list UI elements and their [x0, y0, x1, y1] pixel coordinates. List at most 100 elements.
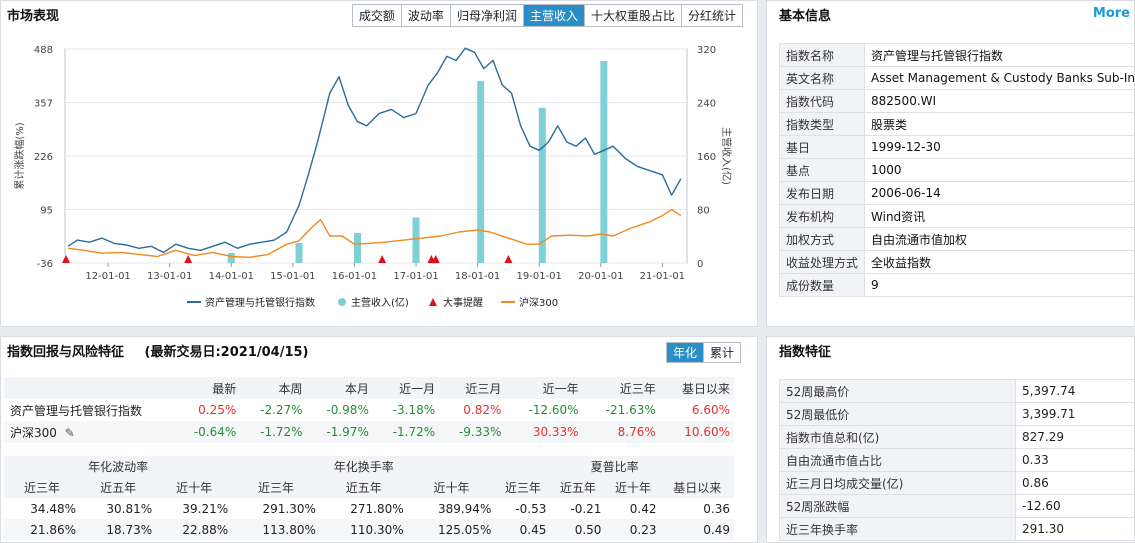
x-tick-label: 15-01-01 [270, 271, 315, 282]
revenue-bars [227, 61, 608, 263]
return-cell: 30.33% [505, 421, 583, 443]
toggle-cumulative[interactable]: 累计 [702, 343, 740, 362]
returns-title: 指数回报与风险特征 [7, 345, 125, 360]
market-performance-panel: 市场表现 成交额 波动率 归母净利润 主营收入 十大权重股占比 分红统计 488… [0, 0, 758, 327]
header-cell: 近五年 [319, 477, 408, 498]
tab-dividend[interactable]: 分红统计 [680, 5, 742, 26]
return-cell: 6.60% [691, 403, 730, 417]
feature-key: 52周最低价 [779, 402, 1016, 426]
info-value: 2006-06-14 [864, 181, 1134, 205]
feature-value: 5,397.74 [1015, 379, 1134, 403]
table-row: 基点 1000 [778, 158, 1134, 182]
table-row: 发布机构 Wind资讯 [778, 204, 1134, 228]
header-cell: 基日以来 [660, 477, 734, 498]
chart-gridlines [65, 48, 687, 264]
x-tick-label: 12-01-01 [85, 271, 130, 282]
table-row: 52周最低价 3,399.71 [779, 402, 1134, 426]
market-tabs: 成交额 波动率 归母净利润 主营收入 十大权重股占比 分红统计 [351, 4, 743, 27]
chart-legend: 资产管理与托管银行指数 主营收入(亿) 大事提醒 沪深300 [187, 296, 558, 309]
table-row: 21.86% 18.73% 22.88% 113.80% 110.30% 125… [4, 519, 734, 540]
table-row: 成份数量 9 [778, 273, 1134, 297]
chart-lines [67, 47, 682, 259]
left-axis-ticks: 488 357 226 95 -36 [34, 45, 53, 270]
return-cell: -1.97% [306, 421, 373, 443]
info-key: 英文名称 [778, 66, 866, 90]
table-row: 指数代码 882500.WI [778, 89, 1134, 113]
revenue-bar [295, 242, 303, 263]
row-name-text: 沪深300 [10, 425, 57, 440]
risk-cell: 0.50 [550, 519, 606, 540]
group-cell: 夏普比率 [495, 456, 734, 477]
return-cell: -9.33% [439, 421, 506, 443]
trade-date: (最新交易日:2021/04/15) [144, 345, 309, 360]
header-cell [4, 377, 174, 399]
risk-cell: 0.49 [660, 519, 734, 540]
return-cell: -1.72% [372, 421, 440, 443]
info-key: 收益处理方式 [778, 250, 866, 274]
risk-cell: 18.73% [80, 519, 157, 540]
features-panel-title: 指数特征 [779, 345, 832, 360]
return-cell: -21.63% [605, 403, 656, 417]
table-header-row: 最新 本周 本月 近一月 近三月 近一年 近三年 基日以来 [4, 377, 734, 399]
info-value: 股票类 [864, 112, 1134, 136]
legend-index-label: 资产管理与托管银行指数 [205, 296, 315, 309]
revenue-bar [600, 61, 608, 263]
risk-cell: -0.21 [570, 501, 602, 516]
header-cell: 近十年 [407, 477, 496, 498]
feature-value: -12.60 [1015, 494, 1134, 518]
left-axis-label: 累计涨跌幅(%) [13, 122, 26, 189]
right-tick-label: 240 [697, 99, 716, 110]
index-line [67, 47, 682, 254]
tab-turnover[interactable]: 成交额 [352, 5, 401, 26]
header-cell: 近三年 [582, 377, 660, 399]
row-name: 资产管理与托管银行指数 [10, 403, 143, 418]
x-tick-label: 13-01-01 [147, 271, 192, 282]
feature-value: 291.30 [1015, 517, 1134, 541]
header-cell: 本周 [240, 377, 307, 399]
info-value: 全收益指数 [864, 250, 1134, 274]
header-cell: 近一月 [372, 377, 440, 399]
info-key: 基点 [778, 158, 866, 182]
risk-cell: 291.30% [262, 501, 316, 516]
info-value: Asset Management & Custody Banks Sub-Ind [864, 66, 1134, 90]
feature-key: 近三月日均成交量(亿) [779, 471, 1016, 495]
feature-key: 52周涨跌幅 [779, 494, 1016, 518]
edit-icon[interactable]: ✎ [64, 425, 75, 440]
header-cell: 近五年 [80, 477, 157, 498]
header-cell: 近五年 [550, 477, 606, 498]
table-row: 近三月日均成交量(亿) 0.86 [779, 471, 1134, 495]
return-cell: -12.60% [528, 403, 579, 417]
info-key: 发布机构 [778, 204, 866, 228]
revenue-bar [354, 232, 362, 263]
table-row: 资产管理与托管银行指数 0.25% -2.27% -0.98% -3.18% 0… [4, 399, 734, 421]
info-key: 基日 [778, 135, 866, 159]
row-name: 沪深300 ✎ [4, 421, 174, 443]
info-key: 指数代码 [778, 89, 866, 113]
return-cell: -2.27% [260, 403, 303, 417]
return-cell: 8.76% [582, 421, 660, 443]
event-marker [431, 255, 440, 263]
table-row: 近三年换手率 291.30 [779, 517, 1134, 541]
event-marker [504, 255, 513, 263]
x-tick-label: 18-01-01 [455, 271, 500, 282]
tab-net-profit[interactable]: 归母净利润 [449, 5, 523, 26]
info-key: 发布日期 [778, 181, 866, 205]
returns-table: 最新 本周 本月 近一月 近三月 近一年 近三年 基日以来 资产管理与托管银行指… [4, 377, 734, 443]
table-row: 52周最高价 5,397.74 [779, 379, 1134, 403]
header-cell: 最新 [174, 377, 241, 399]
group-cell: 年化换手率 [232, 456, 496, 477]
more-link[interactable]: More [1092, 6, 1130, 21]
feature-key: 52周最高价 [779, 379, 1016, 403]
return-cell: -0.64% [174, 421, 241, 443]
header-cell: 近三月 [439, 377, 506, 399]
features-table: 52周最高价 5,397.74 52周最低价 3,399.71 指数市值总和(亿) 8… [779, 379, 1134, 541]
table-row: 收益处理方式 全收益指数 [778, 250, 1134, 274]
right-tick-label: 0 [697, 259, 703, 270]
x-tick-label: 16-01-01 [332, 271, 377, 282]
table-row: 基日 1999-12-30 [778, 135, 1134, 159]
tab-volatility[interactable]: 波动率 [400, 5, 450, 26]
toggle-annualized[interactable]: 年化 [666, 343, 703, 362]
tab-top10-weight[interactable]: 十大权重股占比 [583, 5, 681, 26]
header-cell: 近三年 [232, 477, 320, 498]
tab-main-revenue[interactable]: 主营收入 [522, 5, 584, 26]
